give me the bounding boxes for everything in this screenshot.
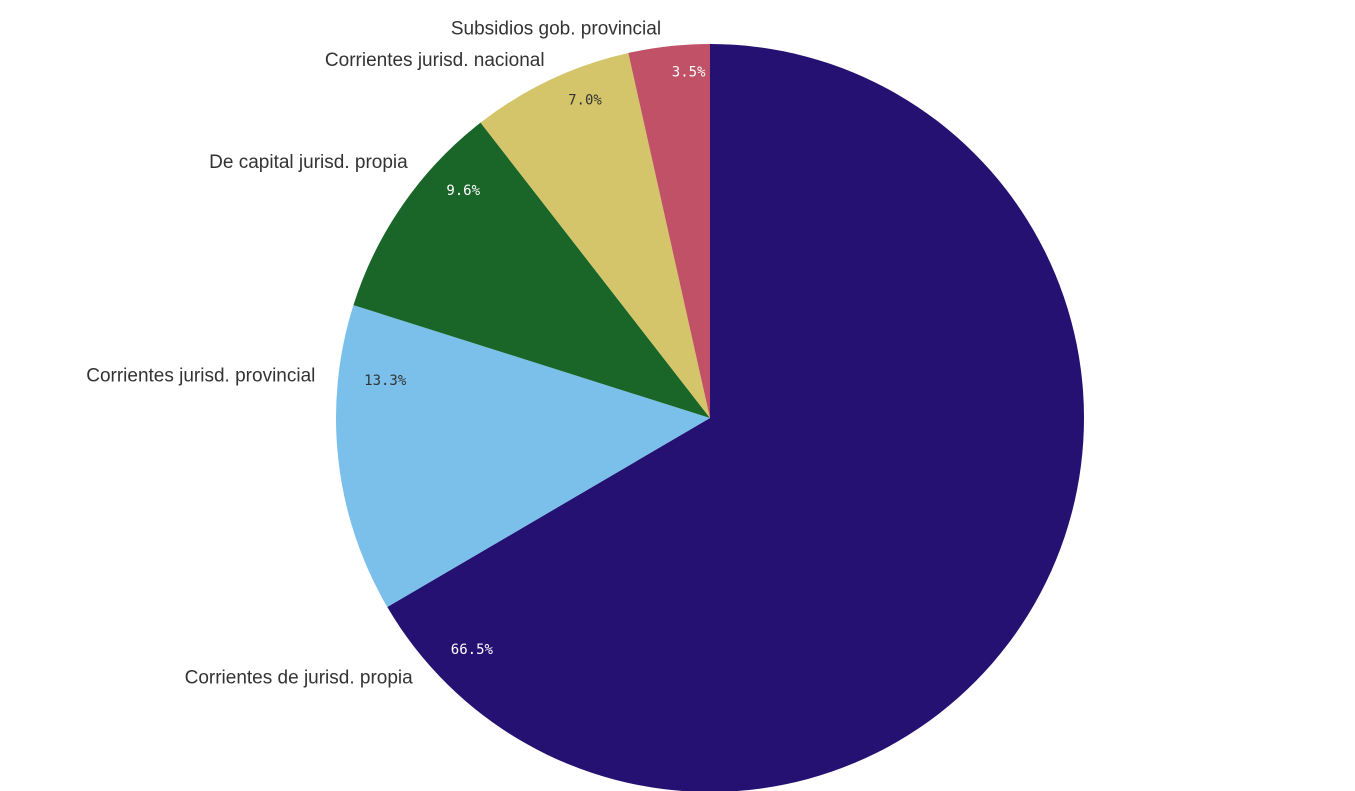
pie-slice-corrientes-jurisd-provincial <box>336 305 710 608</box>
pie-slice-corrientes-de-jurisd-propia <box>387 44 1084 791</box>
category-labels: Corrientes de jurisd. propia Corrientes j… <box>86 19 661 689</box>
pct-label-de-capital-jurisd-propia: 9.6% <box>446 183 480 199</box>
pie-slice-subsidios-gob-provincial <box>628 44 710 418</box>
percentage-labels: 66.5% 13.3% 9.6% 7.0% 3.5% <box>364 64 706 658</box>
pct-label-corrientes-jurisd-nacional: 7.0% <box>568 92 602 108</box>
pie-slice-de-capital-jurisd-propia <box>353 122 710 418</box>
pct-label-corrientes-jurisd-provincial: 13.3% <box>364 373 407 389</box>
category-label-corrientes-jurisd-nacional: Corrientes jurisd. nacional <box>325 50 545 71</box>
category-label-subsidios-gob-provincial: Subsidios gob. provincial <box>451 19 661 40</box>
pct-label-subsidios-gob-provincial: 3.5% <box>672 64 706 80</box>
category-label-de-capital-jurisd-propia: De capital jurisd. propia <box>209 152 408 173</box>
pct-label-corrientes-de-jurisd-propia: 66.5% <box>451 642 494 658</box>
category-label-corrientes-de-jurisd-propia: Corrientes de jurisd. propia <box>185 668 414 689</box>
pie-slices <box>336 44 1084 791</box>
category-label-corrientes-jurisd-provincial: Corrientes jurisd. provincial <box>86 365 315 386</box>
pie-slice-corrientes-jurisd-nacional <box>480 53 710 419</box>
